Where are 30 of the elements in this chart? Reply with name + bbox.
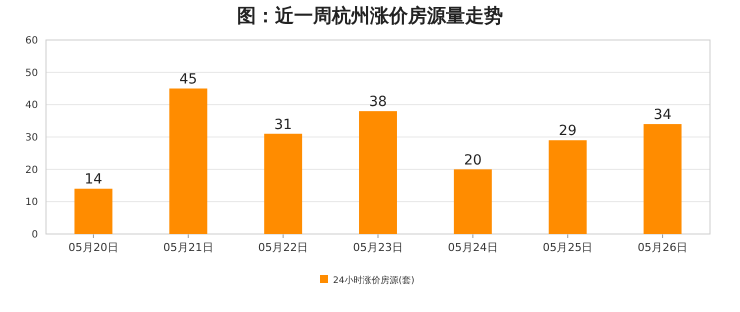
x-tick-label: 05月22日 [258, 241, 308, 254]
bar [644, 124, 682, 234]
x-tick-label: 05月26日 [638, 241, 688, 254]
y-tick-label: 40 [25, 100, 38, 112]
chart-title: 图：近一周杭州涨价房源量走势 [237, 5, 503, 27]
bar [548, 140, 587, 234]
data-label: 38 [369, 94, 387, 110]
y-tick-label: 0 [32, 230, 38, 240]
y-tick-label: 10 [25, 197, 38, 208]
bar [74, 188, 112, 234]
data-label: 45 [179, 72, 198, 88]
y-tick-label: 50 [25, 68, 38, 79]
x-tick-label: 05月25日 [542, 241, 593, 254]
data-label: 20 [464, 152, 482, 168]
legend: 24小时涨价房源(套) [320, 275, 414, 286]
bar [454, 169, 492, 234]
data-label: 31 [274, 116, 292, 133]
bar [264, 134, 302, 234]
y-tick-label: 30 [25, 132, 38, 144]
data-label: 29 [558, 123, 577, 140]
x-tick-label: 05月21日 [163, 241, 214, 254]
data-label: 14 [84, 172, 102, 188]
y-tick-label: 60 [25, 36, 38, 46]
bar [359, 111, 397, 234]
x-tick-label: 05月23日 [353, 241, 403, 254]
x-tick-label: 05月24日 [448, 241, 498, 254]
bar [169, 88, 208, 234]
y-tick-label: 20 [25, 164, 38, 176]
data-label: 34 [654, 107, 672, 124]
x-tick-label: 05月20日 [68, 241, 118, 254]
